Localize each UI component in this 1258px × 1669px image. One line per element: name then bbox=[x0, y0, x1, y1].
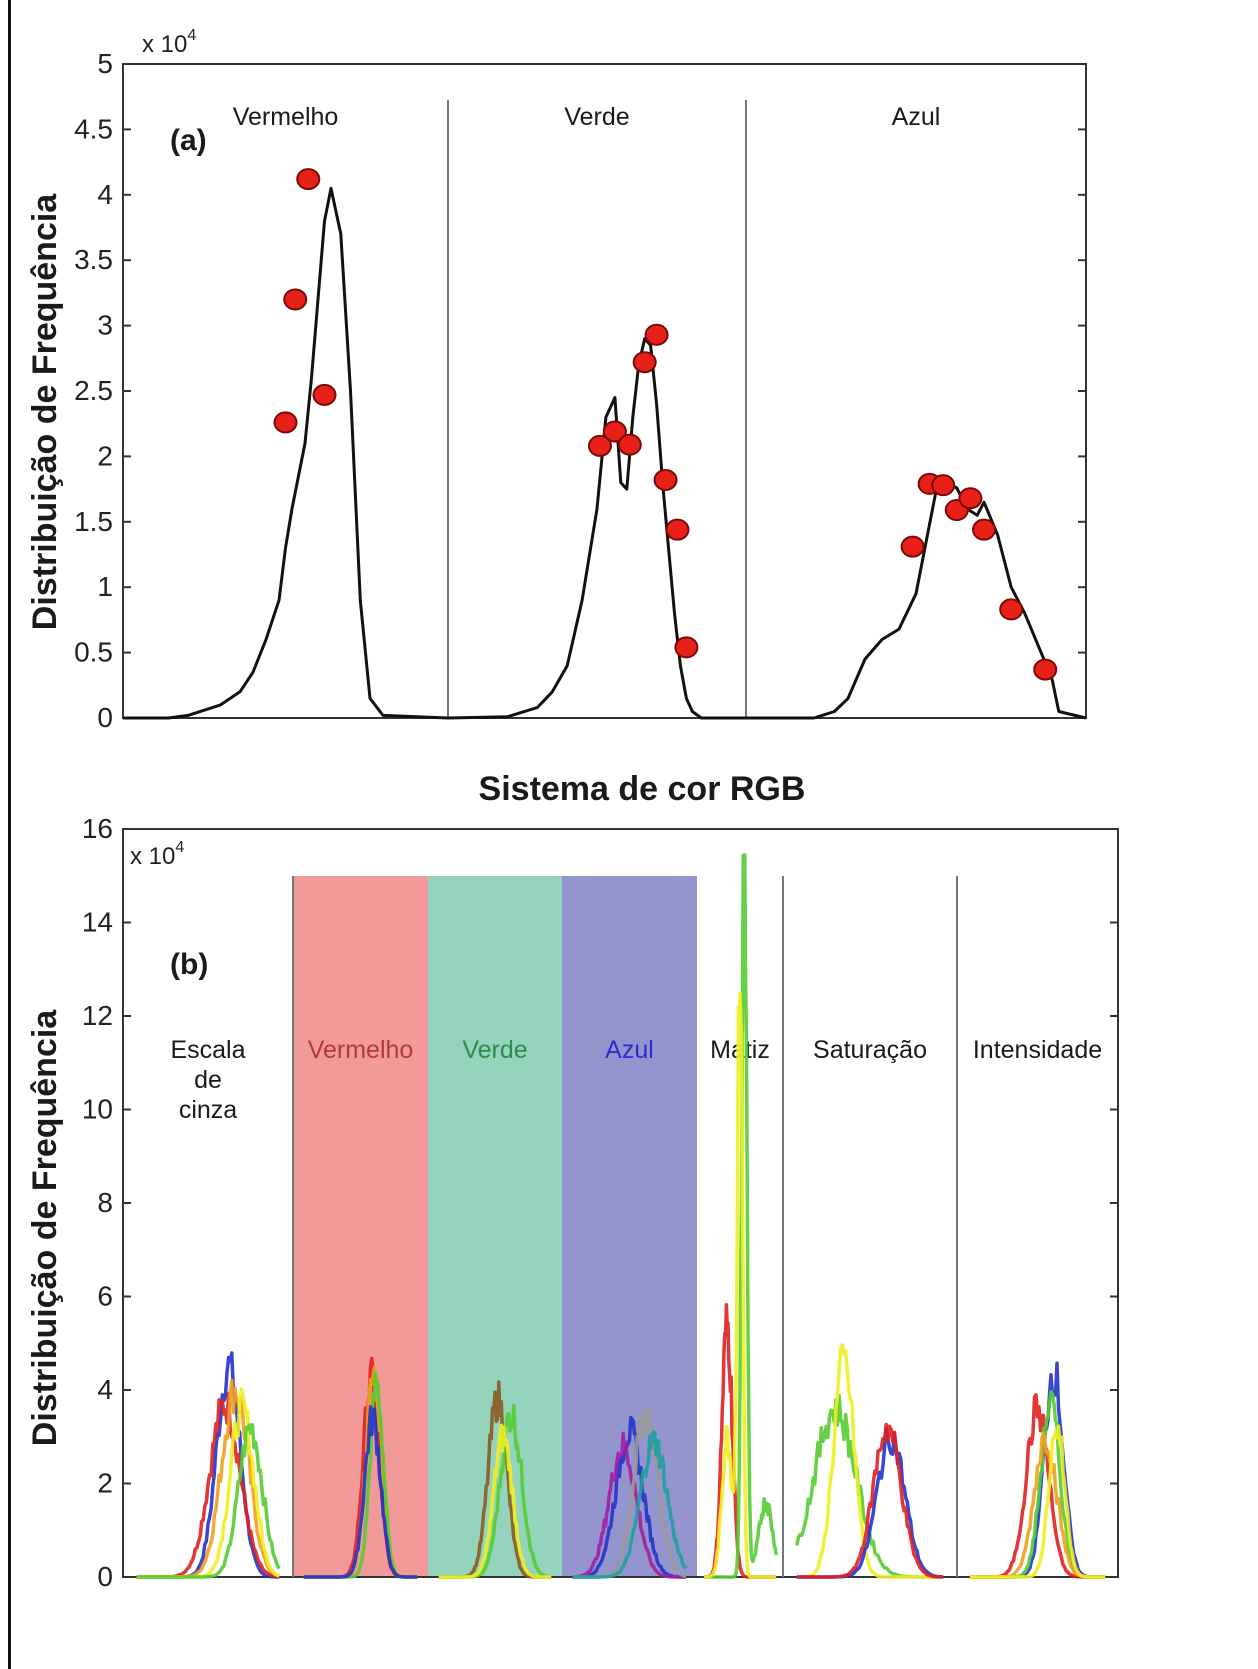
panel-b-section-shade bbox=[562, 876, 697, 1577]
panel-a-ytick-label: 4 bbox=[97, 179, 113, 210]
panel-b-ytick-label: 16 bbox=[82, 813, 113, 844]
panel-a-marker bbox=[273, 411, 298, 434]
panel-a-marker bbox=[999, 598, 1024, 621]
panel-b-y-axis-title: Distribuição de Frequência bbox=[26, 1009, 64, 1447]
panel-a-marker bbox=[1033, 658, 1058, 681]
panel-b-series-line bbox=[969, 1424, 1106, 1579]
panel-a-marker bbox=[972, 518, 996, 541]
panel-b-series-line bbox=[796, 1343, 944, 1579]
panel-a-series-line bbox=[123, 186, 449, 720]
panel-a-ytick-label: 0.5 bbox=[74, 637, 113, 668]
panel-a-ytick-label: 3.5 bbox=[74, 244, 113, 275]
panel-a-section-label: Vermelho bbox=[233, 103, 339, 131]
panel-b-series-line bbox=[572, 1430, 688, 1579]
panel-b-series-line bbox=[438, 1423, 552, 1579]
panel-a-marker bbox=[617, 433, 642, 456]
panel-b-section-label: Verde bbox=[462, 1036, 527, 1064]
panel-a-marker bbox=[587, 434, 612, 457]
panel-a-letter: (a) bbox=[170, 124, 207, 157]
panel-a-frame bbox=[122, 63, 1087, 719]
panel-b-ytick-label: 12 bbox=[82, 1000, 113, 1031]
panel-b-series-line bbox=[572, 1415, 687, 1579]
panel-b-series-line bbox=[303, 1405, 418, 1579]
panel-a-series-line bbox=[746, 483, 1087, 720]
panel-b-ytick-label: 8 bbox=[97, 1187, 113, 1218]
panel-a-marker bbox=[665, 518, 690, 541]
panel-a-series-line bbox=[447, 337, 746, 720]
panel-a-ytick-label: 5 bbox=[97, 48, 113, 79]
panel-a-section-label: Azul bbox=[892, 103, 941, 131]
panel-b-series-line bbox=[795, 1393, 944, 1579]
panel-b-ytick-label: 2 bbox=[97, 1468, 113, 1499]
panel-a-marker bbox=[283, 288, 308, 311]
panel-b: x 104 (b) Distribuição de Frequência bbox=[26, 839, 208, 1446]
panel-b-section-label: Saturação bbox=[813, 1036, 927, 1064]
panel-a-marker bbox=[644, 323, 669, 346]
panel-a-marker bbox=[958, 487, 983, 510]
panel-a-ytick-label: 2 bbox=[97, 440, 113, 471]
panel-a-marker bbox=[653, 468, 678, 491]
panel-b-section-label: Intensidade bbox=[973, 1036, 1102, 1064]
panel-a-ytick-label: 3 bbox=[97, 310, 113, 341]
panel-a-ytick-label: 1 bbox=[97, 571, 113, 602]
panel-a-marker bbox=[674, 636, 699, 659]
panel-b-section-label: Azul bbox=[605, 1036, 654, 1064]
panel-a-y-axis-title: Distribuição de Frequência bbox=[26, 193, 64, 631]
panel-a-marker bbox=[296, 168, 321, 191]
panel-a-ytick-label: 0 bbox=[97, 702, 113, 733]
panel-a: x 104 (a) Sistema de cor RGB Distribuiçã… bbox=[26, 27, 805, 808]
panel-b-section-label: Vermelho bbox=[308, 1036, 414, 1064]
panel-a-ytick-label: 4.5 bbox=[74, 113, 113, 144]
panel-a-ytick-label: 2.5 bbox=[74, 375, 113, 406]
panel-a-section-label: Verde bbox=[564, 103, 629, 131]
panel-b-section-label: de bbox=[194, 1066, 222, 1094]
panel-b-series-line bbox=[796, 1422, 944, 1579]
chart-marks: 0 0.5 1 1.5 2 2.5 3 3.5 4 4.5 5 Vermelho Verde Azul 0 2… bbox=[74, 48, 1119, 1592]
panel-b-ytick-label: 0 bbox=[97, 1561, 113, 1592]
panel-b-series-line bbox=[136, 1422, 281, 1579]
panel-b-ytick-label: 10 bbox=[82, 1094, 113, 1125]
panel-b-series-line bbox=[702, 991, 778, 1579]
panel-b-section-shade bbox=[428, 876, 562, 1577]
panel-a-marker bbox=[602, 420, 627, 443]
left-border bbox=[8, 0, 11, 1669]
panel-b-ytick-label: 6 bbox=[97, 1281, 113, 1312]
panel-a-exponent: x 104 bbox=[142, 27, 196, 58]
panel-a-x-axis-title: Sistema de cor RGB bbox=[479, 770, 806, 808]
panel-b-section-label: cinza bbox=[179, 1096, 237, 1124]
panel-b-ytick-label: 4 bbox=[97, 1374, 113, 1405]
panel-a-marker bbox=[900, 535, 925, 558]
panel-b-exponent: x 104 bbox=[130, 839, 184, 870]
panel-a-ytick-label: 1.5 bbox=[74, 506, 113, 537]
panel-a-marker bbox=[931, 474, 956, 497]
panel-b-section-label: Escala bbox=[170, 1036, 245, 1064]
panel-b-section-shade bbox=[293, 876, 428, 1577]
panel-b-series-line bbox=[572, 1431, 687, 1579]
panel-b-letter: (b) bbox=[170, 948, 208, 981]
panel-b-ytick-label: 14 bbox=[82, 907, 113, 938]
panel-b-series-line bbox=[702, 853, 778, 1579]
panel-a-marker bbox=[632, 351, 657, 374]
panel-a-marker bbox=[312, 383, 337, 406]
